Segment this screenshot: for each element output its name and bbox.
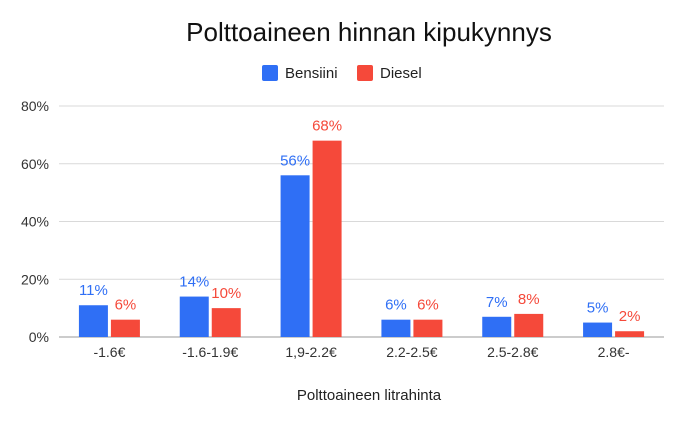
- data-label-bensiini: 6%: [385, 297, 407, 314]
- x-tick-label: 2.2-2.5€: [386, 344, 438, 360]
- bar-bensiini: [78, 305, 108, 337]
- data-label-bensiini: 11%: [79, 282, 108, 299]
- bar-diesel: [615, 331, 645, 337]
- data-label-diesel: 10%: [211, 285, 241, 302]
- gridlines: [59, 105, 664, 338]
- x-axis-ticks: -1.6€ -1.6-1.9€ 1,9-2.2€ 2.2-2.5€ 2.5-2.8€ 2.…: [93, 344, 629, 360]
- bar-diesel: [211, 308, 241, 337]
- legend-label-bensiini: Bensiini: [285, 65, 338, 82]
- legend: Bensiini Diesel: [262, 65, 422, 82]
- bar-bensiini: [482, 316, 512, 337]
- legend-item-bensiini: Bensiini: [262, 65, 338, 82]
- x-tick-label: -1.6-1.9€: [182, 344, 238, 360]
- data-label-diesel: 8%: [518, 291, 540, 308]
- bar-diesel: [514, 313, 544, 337]
- legend-swatch-diesel: [357, 65, 373, 81]
- chart-title: Polttoaineen hinnan kipukynnys: [186, 17, 552, 47]
- data-label-diesel: 6%: [115, 297, 137, 314]
- bars: [78, 140, 645, 337]
- x-tick-label: -1.6€: [93, 344, 125, 360]
- bar-bensiini: [583, 322, 613, 337]
- data-label-bensiini: 14%: [179, 274, 209, 291]
- y-tick-label: 20%: [21, 271, 49, 287]
- y-tick-label: 0%: [29, 329, 49, 345]
- data-label-bensiini: 5%: [587, 300, 609, 317]
- y-axis-ticks: 0% 20% 40% 60% 80%: [21, 98, 49, 345]
- y-tick-label: 80%: [21, 98, 49, 114]
- legend-item-diesel: Diesel: [357, 65, 422, 82]
- bar-diesel: [312, 140, 342, 337]
- bar-bensiini: [179, 296, 209, 337]
- x-tick-label: 2.5-2.8€: [487, 344, 539, 360]
- bar-bensiini: [381, 319, 411, 337]
- legend-label-diesel: Diesel: [380, 65, 422, 82]
- data-label-bensiini: 7%: [486, 294, 508, 311]
- y-tick-label: 40%: [21, 214, 49, 230]
- y-tick-label: 60%: [21, 156, 49, 172]
- data-labels: 11% 6% 14%10% 56%68% 6% 6% 7% 8% 5% 2%: [79, 118, 640, 326]
- data-label-diesel: 2%: [619, 308, 641, 325]
- data-label-diesel: 68%: [312, 118, 342, 135]
- bar-bensiini: [280, 175, 310, 337]
- legend-swatch-bensiini: [262, 65, 278, 81]
- x-axis-title: Polttoaineen litrahinta: [297, 387, 442, 404]
- bar-diesel: [413, 319, 443, 337]
- x-tick-label: 1,9-2.2€: [285, 344, 337, 360]
- data-label-diesel: 6%: [417, 297, 439, 314]
- x-tick-label: 2.8€-: [598, 344, 630, 360]
- bar-diesel: [110, 319, 140, 337]
- data-label-bensiini: 56%: [280, 152, 310, 169]
